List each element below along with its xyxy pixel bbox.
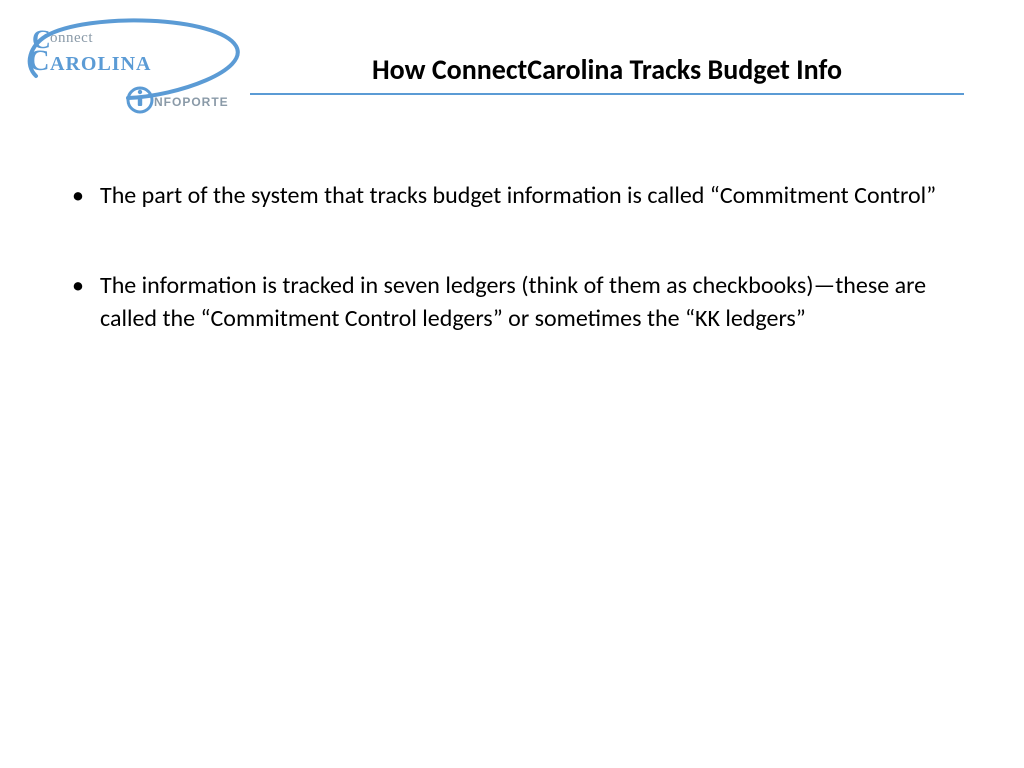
- bullet-list: The part of the system that tracks budge…: [70, 180, 964, 335]
- logo-c2: C: [28, 44, 50, 77]
- slide-header: C onnect C AROLINA NFOPORTE How ConnectC…: [0, 0, 1024, 120]
- bullet-item: The information is tracked in seven ledg…: [70, 270, 964, 335]
- logo-arolina: AROLINA: [50, 53, 151, 75]
- logo-onnect: onnect: [50, 30, 93, 46]
- slide-title: How ConnectCarolina Tracks Budget Info: [250, 52, 964, 93]
- slide-body: The part of the system that tracks budge…: [70, 180, 964, 393]
- bullet-item: The part of the system that tracks budge…: [70, 180, 964, 212]
- connectcarolina-logo-svg: C onnect C AROLINA NFOPORTE: [18, 18, 248, 128]
- title-area: How ConnectCarolina Tracks Budget Info: [250, 52, 964, 95]
- logo: C onnect C AROLINA NFOPORTE: [18, 18, 248, 118]
- title-underline: [250, 93, 964, 95]
- logo-nfoporte: NFOPORTE: [154, 95, 229, 109]
